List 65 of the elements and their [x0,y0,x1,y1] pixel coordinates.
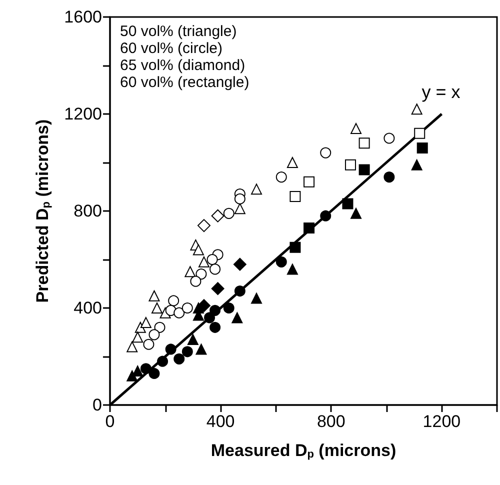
point [342,198,354,210]
point [192,244,204,256]
point [350,208,362,219]
point [210,322,221,333]
annotation: 60 vol% (rectangle) [120,74,250,91]
point [232,312,243,324]
y-tick-label: 0 [92,396,102,414]
point [251,184,262,195]
point [416,142,428,154]
y-tick-label: 400 [74,298,102,318]
x-tick-label: 400 [206,412,235,431]
annotation: 50 vol% (triangle) [120,23,237,40]
point [276,256,287,268]
point [140,363,152,374]
point [304,176,315,188]
point [126,370,138,382]
point [196,344,207,355]
point [414,128,426,139]
point [358,164,370,176]
point [190,276,202,287]
annotation: 60 vol% (circle) [120,40,223,57]
point [320,210,332,222]
point [206,254,218,265]
point [358,138,370,149]
y-tick-label: 1600 [64,8,102,26]
point [148,368,160,379]
point [304,222,315,234]
point [132,332,144,343]
point [223,302,234,314]
annotation: 65 vol% (diamond) [120,57,246,74]
point [157,356,168,367]
point [198,256,210,268]
point [148,329,160,340]
x-tick-label: 0 [105,412,115,431]
point [234,203,246,214]
y-tick-label: 1200 [64,104,102,124]
point [210,304,221,316]
point [197,299,210,312]
point [204,312,216,324]
point [251,292,262,304]
point [197,219,210,232]
point [290,190,301,202]
point [211,282,224,296]
point [165,344,176,355]
point [411,159,422,170]
point [290,242,301,253]
point [211,209,224,222]
point [384,132,395,144]
point [233,258,246,271]
point [148,290,160,302]
point [234,286,246,297]
point [384,172,395,183]
point [187,334,198,346]
point [234,193,246,204]
point [411,104,422,115]
series-label: y = x [422,82,460,102]
x-tick-label: 800 [316,412,346,431]
y-tick-label: 800 [74,202,102,220]
point [286,264,298,275]
y-axis-title: Predicted Dp (microns) [33,119,52,303]
point [132,366,144,377]
point [174,353,185,364]
point [344,159,356,170]
point [182,346,193,358]
x-tick-label: 1200 [422,412,461,431]
